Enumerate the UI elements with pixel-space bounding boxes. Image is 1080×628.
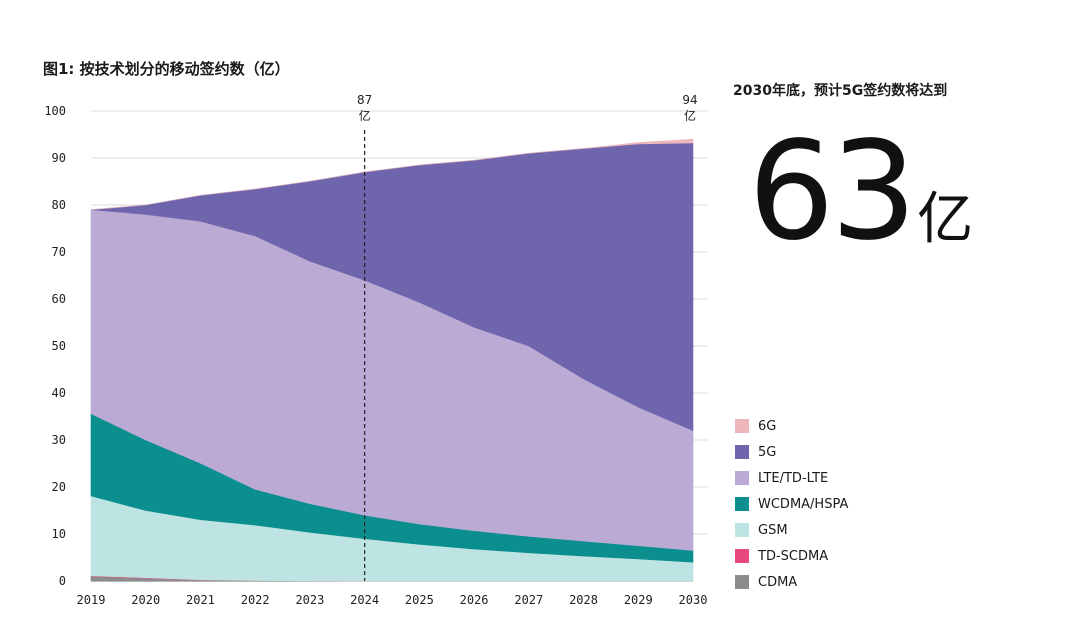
y-tick-label: 90 [52, 151, 66, 165]
stacked-areas [90, 138, 694, 582]
x-tick-label: 2021 [186, 593, 215, 607]
legend-swatch [735, 549, 749, 563]
legend: 6G 5G LTE/TD-LTE WCDMA/HSPA GSM TD-SCDMA CDMA [735, 413, 848, 595]
legend-swatch [735, 497, 749, 511]
x-tick-label: 2022 [241, 593, 270, 607]
y-tick-label: 100 [44, 104, 66, 118]
legend-swatch [735, 523, 749, 537]
legend-item-wcdma-hspa: WCDMA/HSPA [735, 491, 848, 517]
legend-label: CDMA [758, 574, 798, 590]
y-axis-ticks: 0 10 20 30 40 50 60 70 80 90 100 [44, 104, 66, 588]
x-tick-label: 2030 [679, 593, 708, 607]
legend-item-gsm: GSM [735, 517, 848, 543]
annotation-label: 87 [357, 93, 372, 107]
x-axis-ticks: 2019 2020 2021 2022 2023 2024 2025 2026 2027 2028… [77, 593, 708, 607]
legend-item-5g: 5G [735, 439, 848, 465]
x-tick-label: 2023 [295, 593, 324, 607]
legend-label: 5G [758, 444, 777, 460]
annotation-label: 亿 [684, 108, 696, 123]
y-tick-label: 80 [52, 198, 66, 212]
y-tick-label: 30 [52, 433, 66, 447]
legend-swatch [735, 419, 749, 433]
y-tick-label: 10 [52, 527, 66, 541]
callout-value: 63亿 [748, 112, 973, 272]
legend-item-lte-td-lte: LTE/TD-LTE [735, 465, 848, 491]
callout-label: 2030年底，预计5G签约数将达到 [733, 83, 948, 99]
annotation-label: 94 [682, 93, 697, 107]
chart-title: 图1: 按技术划分的移动签约数（亿） [43, 60, 290, 78]
legend-label: TD-SCDMA [758, 548, 829, 564]
callout-unit: 亿 [917, 187, 974, 252]
x-tick-label: 2028 [569, 593, 598, 607]
callout-number: 63 [748, 113, 917, 271]
y-tick-label: 50 [52, 339, 66, 353]
y-tick-label: 40 [52, 386, 66, 400]
legend-label: 6G [758, 418, 777, 434]
legend-item-td-scdma: TD-SCDMA [735, 543, 848, 569]
y-tick-label: 0 [59, 574, 66, 588]
y-tick-label: 70 [52, 245, 66, 259]
x-tick-label: 2024 [350, 593, 379, 607]
legend-swatch [735, 445, 749, 459]
annotation-label: 亿 [359, 108, 371, 123]
legend-label: GSM [758, 522, 788, 538]
legend-item-cdma: CDMA [735, 569, 848, 595]
x-tick-label: 2027 [514, 593, 543, 607]
legend-label: LTE/TD-LTE [758, 470, 829, 486]
x-tick-label: 2026 [460, 593, 489, 607]
x-tick-label: 2029 [624, 593, 653, 607]
y-tick-label: 20 [52, 480, 66, 494]
x-tick-label: 2025 [405, 593, 434, 607]
legend-swatch [735, 471, 749, 485]
legend-label: WCDMA/HSPA [758, 496, 849, 512]
legend-swatch [735, 575, 749, 589]
area-6g [90, 138, 694, 210]
legend-item-6g: 6G [735, 413, 848, 439]
y-tick-label: 60 [52, 292, 66, 306]
x-tick-label: 2019 [77, 593, 106, 607]
x-tick-label: 2020 [131, 593, 160, 607]
